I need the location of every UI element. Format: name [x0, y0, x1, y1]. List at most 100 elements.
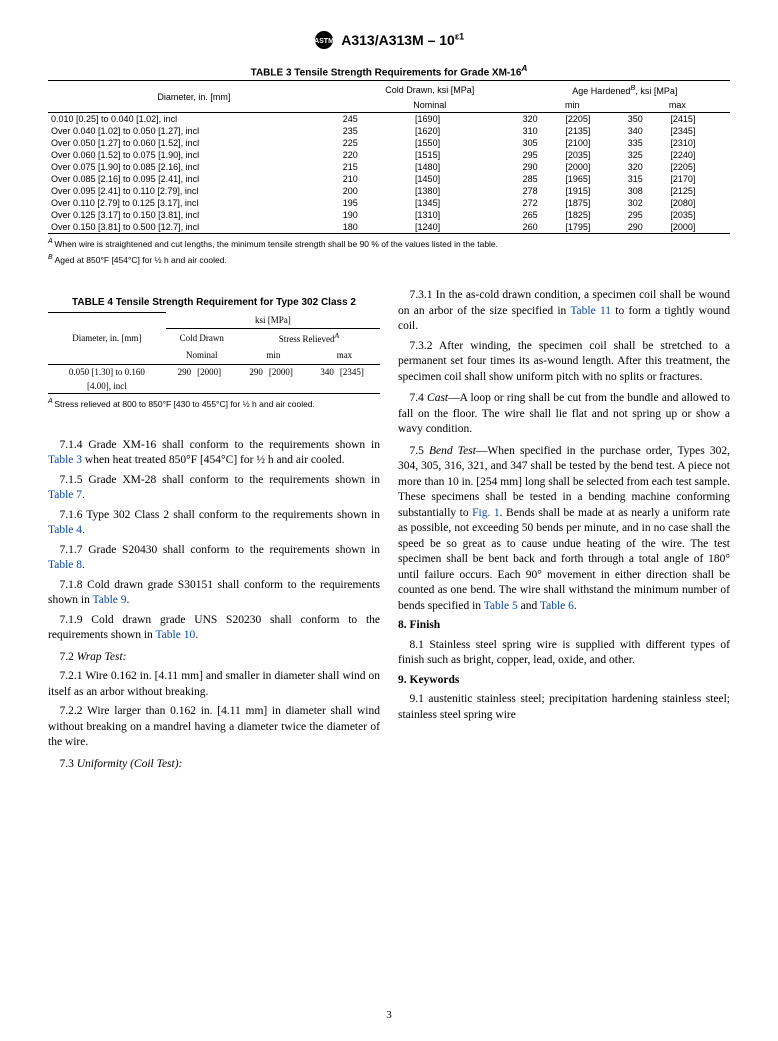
cell-max: 290: [625, 221, 667, 234]
cell-minb: [1875]: [561, 197, 624, 209]
table-row: Over 0.060 [1.52] to 0.075 [1.90], incl2…: [48, 149, 730, 161]
table3-footnote-a-text: When wire is straightened and cut length…: [54, 239, 498, 249]
cell-diameter: Over 0.050 [1.27] to 0.060 [1.52], incl: [48, 137, 340, 149]
astm-logo: ASTM: [314, 30, 334, 53]
table3-footnote-b-text: Aged at 850°F [454°C] for ½ h and air co…: [55, 255, 227, 265]
p-7-2-2: 7.2.2 Wire larger than 0.162 in. [4.11 m…: [48, 704, 380, 751]
cell-min: 320: [520, 113, 562, 126]
ref-table4[interactable]: Table 4: [48, 524, 82, 536]
p75i: Bend Test: [429, 445, 476, 457]
table4-row2: [4.00], incl: [48, 379, 380, 394]
p74n: 7.4: [410, 392, 428, 404]
cell-cd: 220: [340, 149, 411, 161]
table3-title-sup: A: [521, 63, 527, 73]
cell-cdb: [1380]: [411, 185, 520, 197]
cell-diameter: Over 0.125 [3.17] to 0.150 [3.81], incl: [48, 209, 340, 221]
ref-fig1[interactable]: Fig. 1: [472, 507, 500, 519]
ref-table9[interactable]: Table 9: [93, 594, 127, 606]
p714b: when heat treated 850°F [454°C] for ½ h …: [82, 454, 344, 466]
table4-h-max: max: [309, 347, 380, 364]
p-7-1-5: 7.1.5 Grade XM-28 shall conform to the r…: [48, 473, 380, 504]
table4-mn: 290: [238, 364, 266, 379]
p72i: Wrap Test:: [77, 651, 127, 663]
cell-minb: [2035]: [561, 149, 624, 161]
cell-diameter: Over 0.060 [1.52] to 0.075 [1.90], incl: [48, 149, 340, 161]
cell-minb: [2135]: [561, 125, 624, 137]
cell-min: 272: [520, 197, 562, 209]
cell-cd: 210: [340, 173, 411, 185]
table4-footnote-a: A Stress relieved at 800 to 850°F [430 t…: [48, 397, 380, 410]
sec-8-head: 8. Finish: [398, 618, 730, 634]
cell-max: 308: [625, 185, 667, 197]
p75c: . Bends shall be made at as nearly a uni…: [398, 507, 730, 612]
table3-title-text: TABLE 3 Tensile Strength Requirements fo…: [251, 67, 522, 78]
table4-h-min: min: [238, 347, 309, 364]
table4-d1: 0.050 [1.30] to 0.160: [48, 364, 166, 379]
cell-minb: [1915]: [561, 185, 624, 197]
table3-footnote-a: A When wire is straightened and cut leng…: [48, 237, 730, 250]
table4-footnote-a-text: Stress relieved at 800 to 850°F [430 to …: [54, 399, 315, 409]
cell-cd: 200: [340, 185, 411, 197]
cell-cd: 215: [340, 161, 411, 173]
ref-table7[interactable]: Table 7: [48, 489, 82, 501]
p72n: 7.2: [60, 651, 77, 663]
p73i: Uniformity (Coil Test):: [77, 758, 183, 770]
cell-minb: [2205]: [561, 113, 624, 126]
cell-max: 315: [625, 173, 667, 185]
table4-h-nominal: Nominal: [166, 347, 238, 364]
p-7-1-6: 7.1.6 Type 302 Class 2 shall conform to …: [48, 508, 380, 539]
p-7-1-4: 7.1.4 Grade XM-16 shall conform to the r…: [48, 438, 380, 469]
cell-diameter: Over 0.095 [2.41] to 0.110 [2.79], incl: [48, 185, 340, 197]
p719a: 7.1.9 Cold drawn grade UNS S20230 shall …: [48, 614, 380, 642]
page: ASTM A313/A313M – 10ε1 TABLE 3 Tensile S…: [0, 0, 778, 1041]
table4-h-stress-text: Stress Relieved: [279, 334, 335, 344]
table3-h-diameter: Diameter, in. [mm]: [48, 81, 340, 113]
p-7-5: 7.5 Bend Test—When specified in the purc…: [398, 444, 730, 615]
cell-diameter: Over 0.110 [2.79] to 0.125 [3.17], incl: [48, 197, 340, 209]
table3-title: TABLE 3 Tensile Strength Requirements fo…: [48, 63, 730, 78]
ref-table8[interactable]: Table 8: [48, 559, 82, 571]
cell-cd: 235: [340, 125, 411, 137]
cell-cdb: [1240]: [411, 221, 520, 234]
p74i: Cast: [427, 392, 448, 404]
ref-table6[interactable]: Table 6: [540, 600, 574, 612]
cell-max: 320: [625, 161, 667, 173]
cell-max: 325: [625, 149, 667, 161]
cell-cd: 190: [340, 209, 411, 221]
cell-maxb: [2170]: [666, 173, 730, 185]
p-7-1-9: 7.1.9 Cold drawn grade UNS S20230 shall …: [48, 613, 380, 644]
cell-max: 295: [625, 209, 667, 221]
ref-table3[interactable]: Table 3: [48, 454, 82, 466]
cell-min: 310: [520, 125, 562, 137]
cell-minb: [2100]: [561, 137, 624, 149]
cell-min: 278: [520, 185, 562, 197]
cell-diameter: Over 0.040 [1.02] to 0.050 [1.27], incl: [48, 125, 340, 137]
cell-minb: [1825]: [561, 209, 624, 221]
table4-mnb: [2000]: [266, 364, 309, 379]
cell-cd: 180: [340, 221, 411, 234]
table-row: Over 0.050 [1.27] to 0.060 [1.52], incl2…: [48, 137, 730, 149]
cell-minb: [1965]: [561, 173, 624, 185]
cell-diameter: Over 0.150 [3.81] to 0.500 [12.7], incl: [48, 221, 340, 234]
cell-cdb: [1690]: [411, 113, 520, 126]
p715a: 7.1.5 Grade XM-28 shall conform to the r…: [60, 474, 381, 486]
table-row: Over 0.040 [1.02] to 0.050 [1.27], incl2…: [48, 125, 730, 137]
p73n: 7.3: [60, 758, 77, 770]
table4-h-cd: Cold Drawn: [166, 329, 238, 348]
ref-table11[interactable]: Table 11: [570, 305, 611, 317]
doc-header: ASTM A313/A313M – 10ε1: [48, 30, 730, 53]
ref-table10[interactable]: Table 10: [155, 629, 195, 641]
table4-h-stress-sup: A: [335, 331, 340, 340]
p-7-2: 7.2 Wrap Test:: [48, 650, 380, 666]
table4-row: 0.050 [1.30] to 0.160 290 [2000] 290 [20…: [48, 364, 380, 379]
cell-cdb: [1550]: [411, 137, 520, 149]
table3-body: 0.010 [0.25] to 0.040 [1.02], incl245[16…: [48, 113, 730, 234]
p-7-3: 7.3 Uniformity (Coil Test):: [48, 757, 380, 773]
table3-h-nominal: Nominal: [340, 98, 520, 113]
page-number: 3: [0, 1009, 778, 1021]
cell-diameter: Over 0.075 [1.90] to 0.085 [2.16], incl: [48, 161, 340, 173]
table3-h-age-units: , ksi [MPa]: [635, 86, 677, 96]
cell-cdb: [1480]: [411, 161, 520, 173]
p75n: 7.5: [410, 445, 430, 457]
ref-table5[interactable]: Table 5: [484, 600, 518, 612]
